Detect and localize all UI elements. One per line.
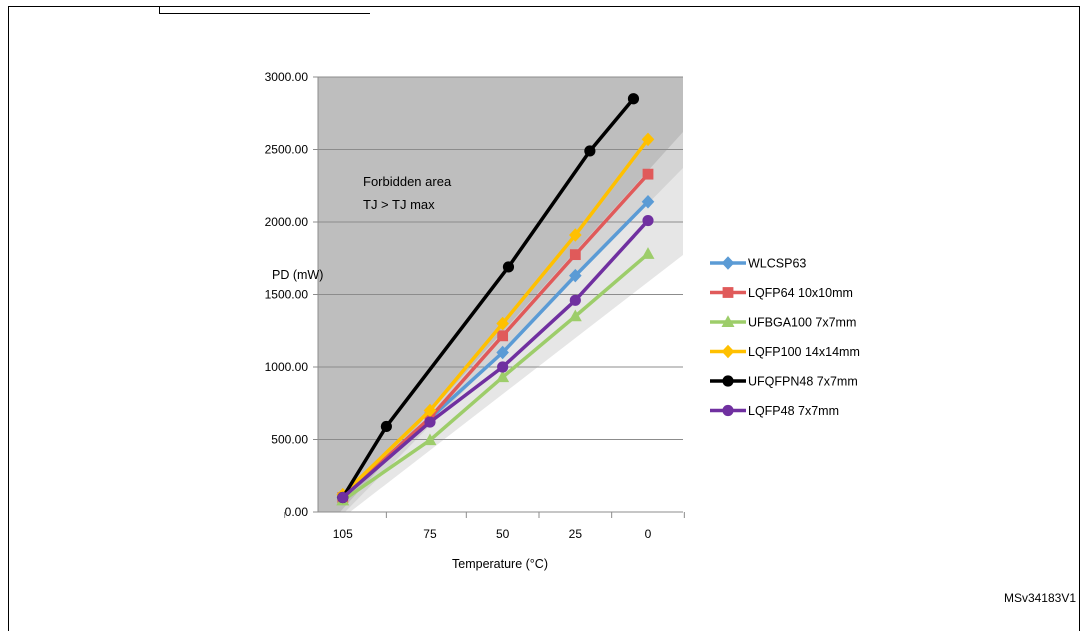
data-point-circle bbox=[722, 405, 733, 416]
data-point-circle bbox=[497, 361, 508, 372]
y-axis-title: PD (mW) bbox=[272, 268, 323, 282]
x-tick-label: 25 bbox=[569, 527, 583, 541]
legend-label: LQFP100 14x14mm bbox=[748, 345, 860, 359]
y-tick-label: 2000.00 bbox=[265, 215, 309, 229]
legend-entry: LQFP100 14x14mm bbox=[710, 345, 860, 359]
x-tick-label: 105 bbox=[333, 527, 353, 541]
y-tick-label: 1000.00 bbox=[265, 360, 309, 374]
data-point-circle bbox=[381, 421, 392, 432]
legend-label: UFBGA100 7x7mm bbox=[748, 316, 856, 330]
data-point-diamond bbox=[722, 345, 735, 359]
legend-label: LQFP64 10x10mm bbox=[748, 286, 853, 300]
data-point-square bbox=[723, 287, 734, 298]
legend-label: LQFP48 7x7mm bbox=[748, 404, 839, 418]
data-point-square bbox=[497, 330, 508, 341]
data-point-circle bbox=[584, 145, 595, 156]
data-point-circle bbox=[570, 295, 581, 306]
legend-label: WLCSP63 bbox=[748, 257, 806, 271]
data-point-diamond bbox=[722, 256, 735, 270]
legend-entry: UFQFPN48 7x7mm bbox=[710, 375, 858, 389]
y-tick-label: 500.00 bbox=[271, 433, 308, 447]
data-point-circle bbox=[628, 93, 639, 104]
y-tick-label: 0.00 bbox=[285, 505, 309, 519]
legend-label: UFQFPN48 7x7mm bbox=[748, 375, 858, 389]
data-point-circle bbox=[424, 417, 435, 428]
data-point-circle bbox=[503, 261, 514, 272]
data-point-square bbox=[643, 169, 654, 180]
legend: WLCSP63 LQFP64 10x10mm UFBGA100 7x7mm LQFP1… bbox=[710, 256, 860, 418]
forbidden-area-condition: TJ > TJ max bbox=[363, 197, 435, 212]
x-tick-label: 50 bbox=[496, 527, 510, 541]
x-tick-label: 75 bbox=[423, 527, 437, 541]
y-tick-label: 2500.00 bbox=[265, 143, 309, 157]
figure-id: MSv34183V1 bbox=[1004, 591, 1076, 605]
x-tick-label: 0 bbox=[645, 527, 652, 541]
data-point-circle bbox=[722, 375, 733, 386]
legend-entry: LQFP48 7x7mm bbox=[710, 404, 839, 418]
data-point-circle bbox=[642, 215, 653, 226]
forbidden-area-label: Forbidden area bbox=[363, 174, 452, 189]
data-point-circle bbox=[337, 492, 348, 503]
x-axis-title: Temperature (°C) bbox=[452, 557, 548, 571]
data-point-square bbox=[570, 249, 581, 260]
y-tick-label: 1500.00 bbox=[265, 288, 309, 302]
legend-entry: LQFP64 10x10mm bbox=[710, 286, 853, 300]
y-tick-label: 3000.00 bbox=[265, 70, 309, 84]
legend-entry: UFBGA100 7x7mm bbox=[710, 315, 856, 329]
legend-entry: WLCSP63 bbox=[710, 256, 806, 270]
